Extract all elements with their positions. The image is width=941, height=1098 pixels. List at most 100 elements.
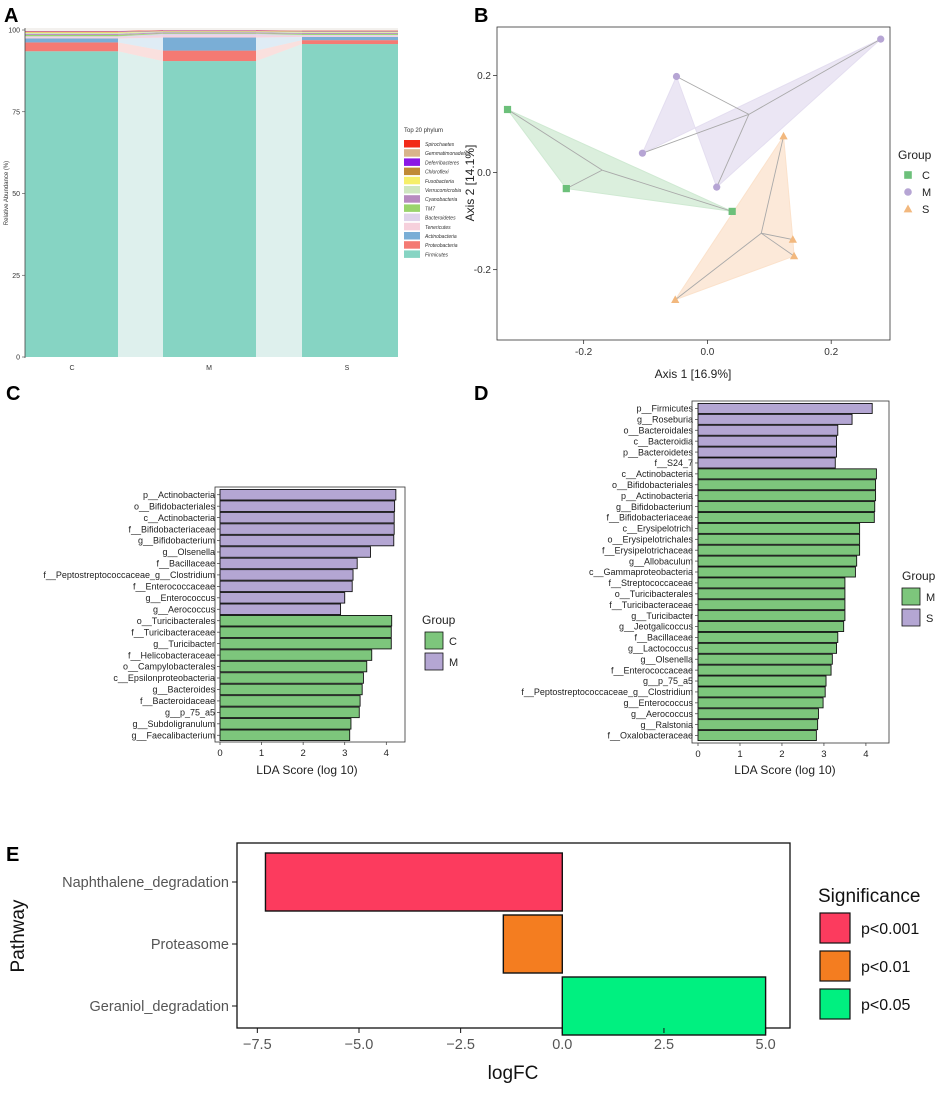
- panel-c-x-axis-title: LDA Score (log 10): [256, 763, 357, 777]
- point-m-2: [638, 149, 647, 157]
- panel-e-legend-title: Significance: [818, 886, 920, 907]
- bar-g-bifidobacterium: [219, 534, 395, 547]
- y-tick-label-g-faecalibacterium: g__Faecalibacterium: [131, 730, 215, 740]
- y-tick-label-50: 50: [12, 191, 20, 198]
- legend-swatch-actinobacteria: [404, 232, 420, 240]
- connector-actinobacteria-2: [256, 36, 302, 51]
- connector-verrucomicrobia-1: [118, 31, 163, 34]
- y-tick-label-g-turicibacter: g__Turicibacter: [153, 639, 215, 649]
- y-tick-label-p-bacteroidetes: p__Bacteroidetes: [623, 447, 694, 457]
- y-tick-label-f-turicibacteraceae: f__Turicibacteraceae: [609, 600, 693, 610]
- y-tick-label-0: 0: [16, 355, 20, 362]
- bar-s-tenericutes: [302, 35, 398, 37]
- y-tick-label-o-bifidobacteriales: o__Bifidobacteriales: [134, 501, 216, 511]
- y-tick-label-g-olsenella: g__Olsenella: [640, 654, 693, 664]
- y-tick-label-f-bacteroidaceae: f__Bacteroidaceae: [140, 696, 215, 706]
- y-tick-label-f-peptostreptococcaceae-g-clostridium: f__Peptostreptococcaceae_g__Clostridium: [43, 570, 215, 580]
- panel-a-y-ticks: 0 25 50 75 100: [8, 28, 25, 362]
- connector-actinobacteria-1: [118, 37, 163, 51]
- y-tick-label-f-bacillaceae: f__Bacillaceae: [634, 633, 693, 643]
- panel-a-x-tick-s: S: [345, 365, 350, 372]
- legend-label-p-0-05: p<0.05: [861, 997, 910, 1014]
- bar-c-tm7: [25, 34, 118, 37]
- spider-line-s-2: [761, 232, 793, 240]
- bar-o-turicibacterales: [697, 588, 846, 600]
- bar-g-bifidobacterium: [697, 501, 876, 513]
- y-tick-label-g-aerococcus: g__Aerococcus: [153, 604, 216, 614]
- y-tick-label-f-s24-7: f__S24_7: [654, 458, 693, 468]
- connector-proteobacteria-2: [256, 40, 302, 62]
- connector-verrucomicrobia-2: [256, 31, 302, 33]
- bar-g-p-75-a5: [219, 706, 360, 719]
- y-tick-label-o-turicibacterales: o__Turicibacterales: [137, 616, 216, 626]
- panel-e-legend: p<0.001 p<0.01 p<0.05: [819, 912, 919, 1020]
- panel-e-plot-frame: [236, 842, 791, 1029]
- legend-label-c: C: [449, 636, 457, 648]
- y-tick-label-f-bifidobacteriaceae: f__Bifidobacteriaceae: [128, 524, 215, 534]
- bar-f-erysipelotrichaceae: [697, 544, 861, 556]
- bar-c-bacteroidetes: [25, 36, 118, 38]
- y-tick-label-100: 100: [8, 28, 20, 35]
- connector-deferribacteres-2: [256, 30, 302, 32]
- point-m-1: [672, 72, 681, 81]
- bar-p-firmicutes: [697, 402, 873, 414]
- x-tick-label-1: −5.0: [345, 1037, 374, 1053]
- panel-b-pcoa-plot: -0.2 0.0 0.2 -0.2 0.0 0.2 Axis 1 [16.9%] Axis…: [463, 26, 932, 381]
- connector-cyanobacteria-2: [256, 32, 302, 34]
- point-s-4: [671, 295, 680, 303]
- panel-a-legend: Spirochaetes Gemmatimonadetes Deferribacte…: [404, 140, 471, 258]
- y-tick-label-o-erysipelotrichales: o__Erysipelotrichales: [607, 534, 693, 544]
- y-tick-label-o-bifidobacteriales: o__Bifidobacteriales: [612, 480, 694, 490]
- bar-o-bifidobacteriales: [697, 479, 877, 491]
- legend-label-tm7: TM7: [425, 206, 435, 212]
- point-c-1: [503, 105, 512, 114]
- bar-f-peptostreptococcaceae-g-clostridium: [219, 569, 354, 581]
- x-tick-label-5: 5.0: [756, 1037, 776, 1053]
- connector-tenericutes-2: [256, 35, 302, 38]
- x-tick-label-0: -0.2: [575, 347, 593, 358]
- legend-label-chloroflexi: Chloroflexi: [425, 170, 450, 176]
- legend-label-deferribacteres: Deferribacteres: [425, 160, 460, 166]
- point-s-1: [779, 131, 788, 140]
- x-tick-label-3: 0.0: [552, 1037, 572, 1053]
- bar-s-actinobacteria: [302, 36, 398, 41]
- bar-f-bifidobacteriaceae: [697, 512, 875, 523]
- bar-c-actinobacteria: [219, 511, 395, 524]
- y-tick-label-g-ralstonia: g__Ralstonia: [640, 720, 693, 730]
- legend-label-proteobacteria: Proteobacteria: [425, 243, 458, 249]
- bar-m-firmicutes: [163, 61, 256, 357]
- panel-c-plot-frame: [214, 486, 406, 743]
- bar-m-proteobacteria: [163, 50, 256, 62]
- y-tick-label-f-peptostreptococcaceae-g-clostridium: f__Peptostreptococcaceae_g__Clostridium: [521, 687, 693, 697]
- y-tick-label-f-enterococcaceae: f__Enterococcaceae: [611, 665, 693, 675]
- y-tick-label-0: -0.2: [474, 265, 492, 276]
- point-m-3: [877, 35, 885, 43]
- y-tick-label-c-bacteroidia: c__Bacteroidia: [633, 436, 693, 446]
- legend-swatch-fusobacteria: [404, 176, 420, 185]
- panel-d-legend: MS: [901, 587, 935, 627]
- panel-e-x-axis-title: logFC: [488, 1063, 539, 1084]
- bar-g-olsenella: [697, 653, 833, 665]
- legend-label-s: S: [922, 204, 929, 216]
- panel-label-b: B: [474, 5, 488, 27]
- y-tick-label-f-streptococcaceae: f__Streptococcaceae: [608, 578, 693, 588]
- y-tick-label-2: 0.2: [477, 71, 491, 82]
- panel-a-x-tick-c: C: [69, 365, 74, 372]
- connector-fusobacteria-1: [118, 31, 163, 33]
- panel-d-legend-title: Group: [902, 569, 936, 583]
- y-tick-label-naphthalene-degradation: Naphthalene_degradation: [62, 875, 229, 891]
- connector-gemmatimonadetes-2: [256, 30, 302, 31]
- point-c-2: [562, 184, 570, 193]
- x-tick-label-4: 4: [863, 749, 868, 760]
- bar-g-lactococcus: [697, 642, 837, 654]
- bar-f-helicobacteraceae: [219, 649, 373, 661]
- y-tick-label-p-actinobacteria: p__Actinobacteria: [143, 490, 215, 500]
- legend-label-spirochaetes: Spirochaetes: [425, 142, 455, 148]
- y-tick-label-g-aerococcus: g__Aerococcus: [631, 709, 694, 719]
- panel-label-a: A: [4, 5, 18, 27]
- connector-spirochaetes-1: [118, 30, 163, 32]
- bar-g-aerococcus: [697, 708, 819, 720]
